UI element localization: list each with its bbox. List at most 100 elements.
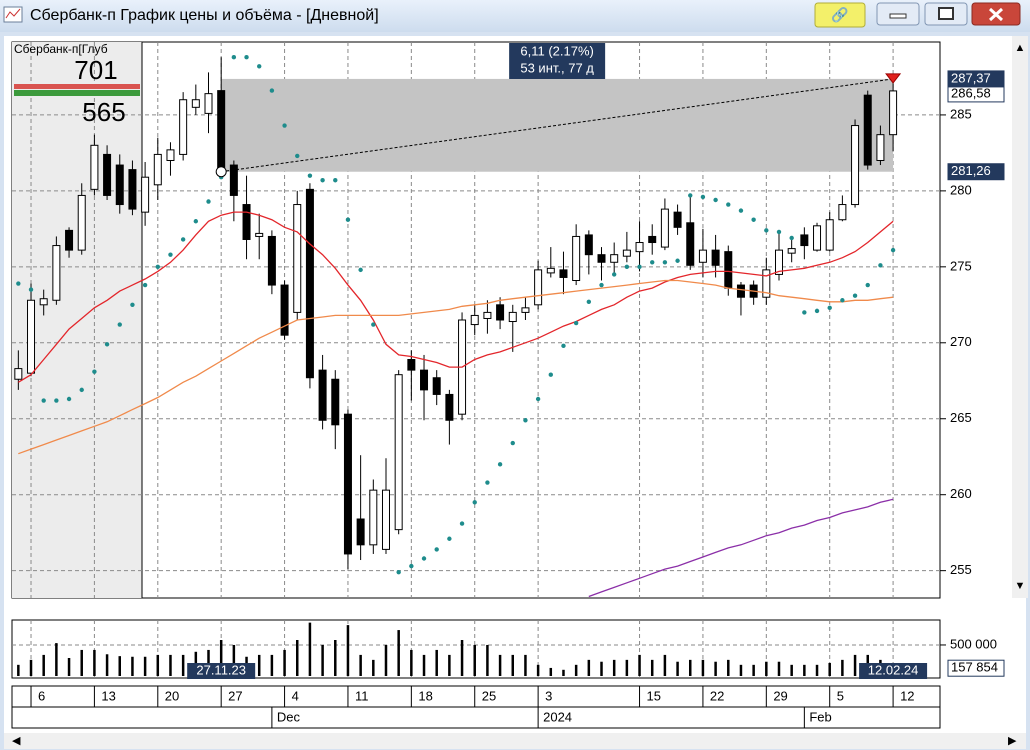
minimize-icon <box>889 13 907 19</box>
candle-body <box>191 99 200 108</box>
sar-dot <box>371 322 376 327</box>
scroll-down[interactable]: ▼ <box>1015 580 1026 592</box>
sar-dot <box>624 264 630 270</box>
candle-body <box>508 311 517 323</box>
candle-body <box>103 153 112 196</box>
x-tick-label: 13 <box>101 688 115 703</box>
candle-body <box>762 269 771 298</box>
candle-body <box>559 269 568 278</box>
candle-body <box>686 222 695 266</box>
sar-dot <box>700 194 706 200</box>
candle-body <box>267 235 276 286</box>
sar-dot <box>231 54 237 60</box>
window-title: Сбербанк-п График цены и объёма - [Дневн… <box>30 7 379 24</box>
candle-body <box>356 518 365 546</box>
sar-dot <box>573 320 579 326</box>
vertical-scrollbar[interactable] <box>1012 36 1028 598</box>
sar-dot <box>193 219 199 224</box>
candle-body <box>622 249 631 257</box>
range-info-text: 6,11 (2.17%) <box>520 43 593 58</box>
sar-dot <box>688 193 693 198</box>
sar-dot <box>865 282 870 288</box>
sar-dot <box>535 396 541 402</box>
candle-body <box>496 304 505 321</box>
range-line <box>221 78 894 173</box>
scroll-up[interactable]: ▲ <box>1015 42 1026 54</box>
volume-tick-label: 500 000 <box>950 636 997 651</box>
horizontal-scrollbar[interactable] <box>4 733 1026 749</box>
indicator-line <box>17 211 894 383</box>
indicator-line <box>588 498 894 598</box>
candle-body <box>293 204 302 313</box>
x-tick-label: 4 <box>292 688 299 703</box>
candle-body <box>483 311 492 319</box>
sar-dot <box>155 264 160 270</box>
candle-body <box>432 377 441 395</box>
candle-body <box>445 393 454 421</box>
scroll-right[interactable]: ▶ <box>1008 735 1017 747</box>
candle-body <box>242 204 251 240</box>
candle-body <box>534 269 543 306</box>
sar-dot <box>54 398 59 403</box>
sar-dot <box>142 282 148 288</box>
candle-body <box>128 169 137 210</box>
range-info-text: 53 инт., 77 д <box>520 60 594 75</box>
depth-ask-bar <box>14 84 140 89</box>
sar-dot <box>586 299 592 304</box>
x-tick-label: 22 <box>710 688 724 703</box>
x-tick-label: 12 <box>900 688 914 703</box>
candle-body <box>851 125 860 206</box>
sar-dot <box>307 173 313 178</box>
candle-body <box>724 251 733 289</box>
depth-ask: 701 <box>74 55 117 85</box>
sar-dot <box>117 322 122 327</box>
candle-body <box>774 249 783 275</box>
sar-dot <box>675 258 680 263</box>
candle-body <box>572 235 581 282</box>
sar-dot <box>41 398 46 403</box>
sar-dot <box>421 556 427 561</box>
sar-dot <box>827 305 832 311</box>
sar-dot <box>485 480 490 485</box>
x-tick-label: 18 <box>418 688 432 703</box>
sar-dot <box>396 569 401 575</box>
sar-dot <box>459 521 465 526</box>
sar-dot <box>28 287 34 292</box>
sar-dot <box>434 547 439 552</box>
candle-body <box>584 234 593 256</box>
sar-dot <box>548 372 553 377</box>
sar-dot <box>66 396 72 402</box>
scroll-left[interactable]: ◀ <box>12 735 21 747</box>
candle-body <box>166 149 175 161</box>
range-info-box <box>509 43 606 79</box>
link-button[interactable] <box>814 2 866 28</box>
x-tick-label: 6 <box>38 688 45 703</box>
candle-body <box>52 245 61 301</box>
sar-dot <box>104 342 110 347</box>
candle-body <box>673 211 682 228</box>
sar-dot <box>738 208 744 213</box>
sar-dot <box>776 229 782 235</box>
candle-body <box>597 254 606 263</box>
sar-dot <box>206 199 211 204</box>
sar-dot <box>295 153 300 159</box>
candle-body <box>115 164 124 206</box>
sar-dot <box>168 252 173 257</box>
link-icon: 🔗 <box>831 6 849 24</box>
sar-dot <box>257 64 262 69</box>
candle-body <box>369 489 378 546</box>
y-tick-label: 255 <box>950 562 972 577</box>
candle-body <box>77 194 86 251</box>
sar-dot <box>751 217 756 222</box>
candle-body <box>394 374 403 531</box>
month-label: Feb <box>809 709 831 724</box>
y-tick-label: 265 <box>950 410 972 425</box>
volume-pane <box>11 619 941 679</box>
candle-body <box>889 90 898 136</box>
month-label: Dec <box>277 709 301 724</box>
sar-dot <box>269 88 275 93</box>
candle-body <box>698 249 707 263</box>
app-icon-line <box>5 8 21 19</box>
y-tick-label: 285 <box>950 106 972 121</box>
